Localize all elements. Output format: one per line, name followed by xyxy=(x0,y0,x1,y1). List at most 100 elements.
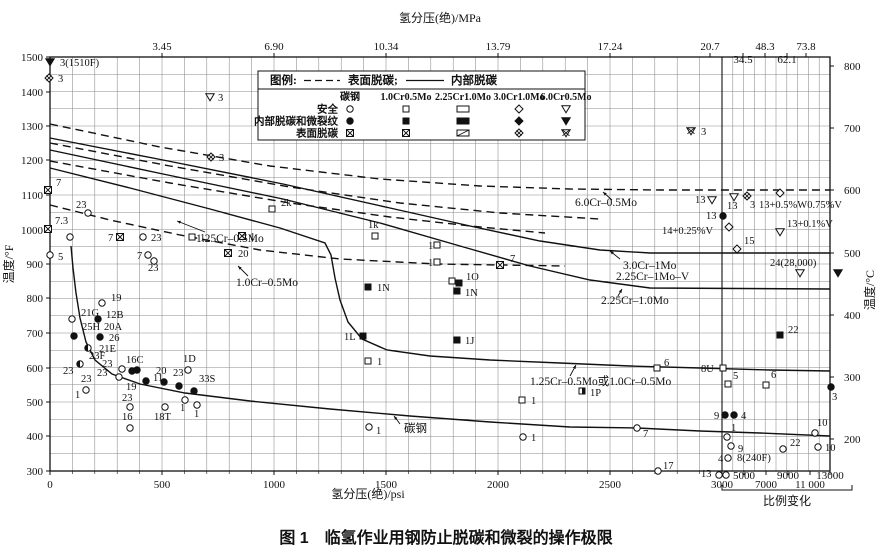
shape xyxy=(827,383,835,391)
marker-21E xyxy=(84,344,92,352)
shape xyxy=(518,396,526,404)
marker-1 xyxy=(364,357,372,365)
marker-label-5: 5 xyxy=(58,252,63,263)
shape xyxy=(98,299,106,307)
line xyxy=(44,225,52,233)
shape xyxy=(456,105,470,113)
marker-label-23: 23 xyxy=(81,374,92,385)
legend-col-header: 3.0Cr1.0Mo xyxy=(493,92,544,103)
marker-label-20: 20 xyxy=(156,366,167,377)
curve-2.25Cr-1.0Mo xyxy=(49,149,831,290)
marker-19 xyxy=(98,299,106,307)
legend-symbol-cf xyxy=(346,117,354,125)
marker-23 xyxy=(118,365,126,373)
marker-13+0.1%V xyxy=(774,228,786,237)
marker-3 xyxy=(685,127,697,136)
marker-label-6: 6 xyxy=(664,358,669,369)
marker-label-9: 9 xyxy=(714,411,719,422)
marker-13 xyxy=(706,196,718,205)
curve-surface-decarb-2 xyxy=(49,142,601,220)
tick-label-top: 6.90 xyxy=(264,41,284,53)
shape xyxy=(762,381,770,389)
marker-label-16: 16 xyxy=(122,412,133,423)
curve-carbon-steel xyxy=(70,245,831,437)
marker-1J xyxy=(453,336,461,344)
marker-label-7: 7 xyxy=(137,251,142,262)
legend-symbol-to xyxy=(560,105,572,114)
marker-5 xyxy=(46,251,54,259)
marker-7 xyxy=(633,424,641,432)
marker-1 xyxy=(519,433,527,441)
marker-label-20: 20 xyxy=(238,249,249,260)
shape xyxy=(455,279,463,287)
shape xyxy=(560,117,572,126)
marker-1 xyxy=(188,233,196,241)
marker-label-23: 23 xyxy=(63,366,74,377)
tick-label-top: 10.34 xyxy=(374,41,399,53)
marker-3 xyxy=(742,191,752,201)
shape xyxy=(779,445,787,453)
marker-9 xyxy=(721,411,729,419)
legend-col-header: 2.25Cr1.0Mo xyxy=(435,92,491,103)
marker-1 xyxy=(238,232,246,240)
tick-label-top: 13.79 xyxy=(486,41,511,53)
marker-14+0.25%V xyxy=(724,222,734,232)
marker-label-1N: 1N xyxy=(465,288,478,299)
shape xyxy=(44,58,56,67)
marker-33S xyxy=(190,387,198,395)
marker-label-5: 5 xyxy=(733,371,738,382)
tick-label-left: 600 xyxy=(27,363,44,375)
legend-symbol-do xyxy=(514,104,524,114)
curve-label: 碳钢 xyxy=(404,421,427,435)
marker-8U xyxy=(719,364,727,372)
tick-label-bottom: 500 xyxy=(154,479,171,491)
curve-labels: 1.25Cr–0.5Mo 1.0Cr–0.5Mo 6.0Cr–0.5Mo 3.0Cr–… xyxy=(176,191,690,435)
tick-label-top: 20.7 xyxy=(700,41,720,53)
legend-row-label: 安全 xyxy=(317,103,338,116)
line xyxy=(744,193,750,199)
shape xyxy=(359,332,367,340)
marker-17 xyxy=(654,467,662,475)
marker-label-21G: 21G xyxy=(81,308,100,319)
nelson-curve-chart: 3.45 6.90 10.34 13.79 17.24 20.734.548.362.17… xyxy=(1,10,877,508)
shape xyxy=(133,366,141,374)
arrowhead xyxy=(603,192,607,196)
tick-label-left: 700 xyxy=(27,328,44,340)
curves xyxy=(49,123,831,437)
shape xyxy=(776,331,784,339)
shape xyxy=(371,232,379,240)
marker-1 xyxy=(433,258,441,266)
marker-1D xyxy=(184,366,192,374)
marker-2k xyxy=(268,205,276,213)
marker-label-1O: 1O xyxy=(466,272,479,283)
tick-label-bottom: 7000 xyxy=(755,479,778,491)
marker-label-1: 1 xyxy=(75,390,80,401)
marker-label-15: 15 xyxy=(744,236,755,247)
shape xyxy=(633,424,641,432)
marker-so xyxy=(448,277,456,285)
marker-1O xyxy=(455,279,463,287)
tick-label-bottom: 13000 xyxy=(816,470,844,482)
curve-label: 6.0Cr–0.5Mo xyxy=(575,197,637,209)
line xyxy=(402,129,410,137)
marker-9 xyxy=(727,442,735,450)
marker-label-7: 7 xyxy=(643,429,648,440)
marker-label-7: 7 xyxy=(108,233,113,244)
tick-label-left: 900 xyxy=(27,259,44,271)
marker-label-23: 23 xyxy=(173,368,184,379)
arrowhead xyxy=(177,220,181,224)
tick-label-bottom: 11 000 xyxy=(795,479,825,491)
marker-label-33S: 33S xyxy=(199,374,216,385)
marker-25H xyxy=(70,332,78,340)
marker-1L xyxy=(359,332,367,340)
shape xyxy=(126,403,134,411)
marker-26 xyxy=(96,333,104,341)
legend-symbol-sx xyxy=(346,129,354,137)
marker-label-26: 26 xyxy=(109,333,120,344)
marker-label-1: 1 xyxy=(250,232,255,243)
marker-label-13+0.1%V: 13+0.1%V xyxy=(787,219,833,230)
shape xyxy=(654,467,662,475)
curve-label: 3.0Cr–1Mo xyxy=(623,260,677,272)
shape xyxy=(346,117,354,125)
